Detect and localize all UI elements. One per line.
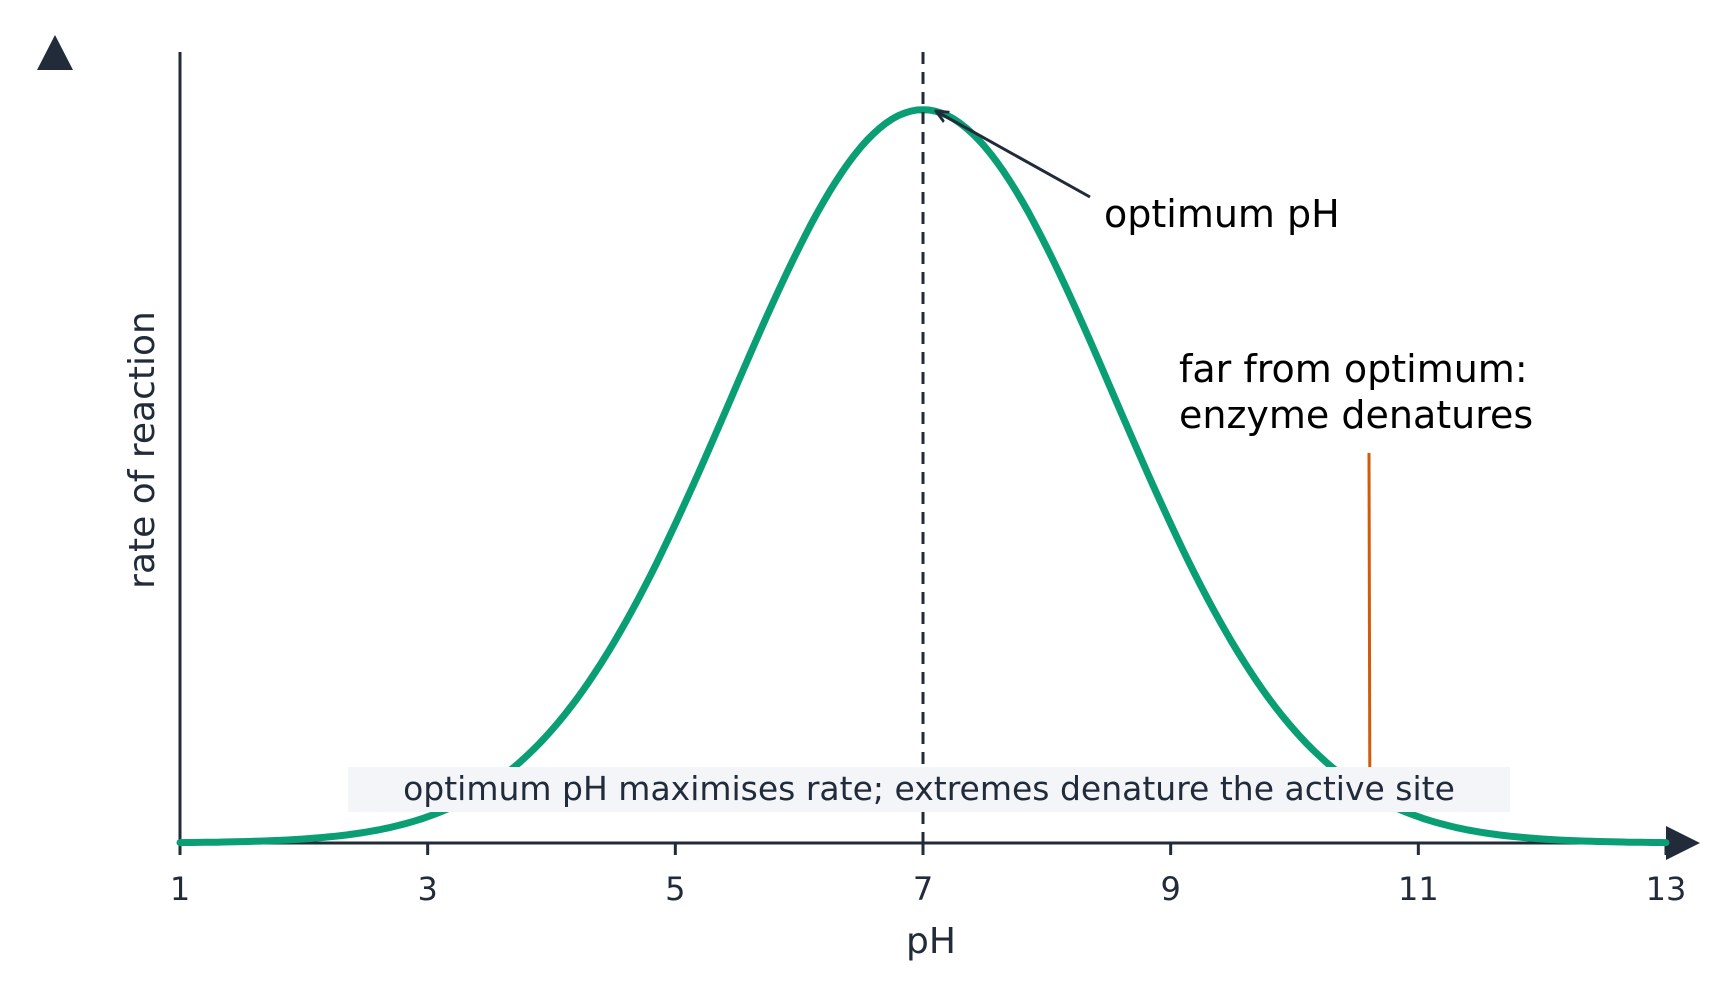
y-axis-arrow-icon bbox=[37, 35, 73, 70]
denature-annotation-line-1: far from optimum: bbox=[1179, 347, 1528, 391]
x-axis-arrow-icon bbox=[1666, 826, 1700, 860]
optimum-annotation: optimum pH bbox=[1104, 192, 1340, 236]
x-ticks: 1 3 5 7 9 11 13 bbox=[170, 843, 1687, 908]
x-tick-label: 9 bbox=[1160, 870, 1180, 908]
optimum-arrow bbox=[937, 112, 1091, 199]
x-tick-label: 5 bbox=[665, 870, 685, 908]
caption: optimum pH maximises rate; extremes dena… bbox=[403, 769, 1455, 808]
x-axis-label: pH bbox=[906, 921, 956, 962]
x-tick-label: 7 bbox=[913, 870, 933, 908]
series-line bbox=[176, 106, 1670, 847]
x-tick-label: 11 bbox=[1398, 870, 1439, 908]
x-tick-label: 3 bbox=[417, 870, 437, 908]
denature-pointer-line bbox=[1367, 452, 1372, 768]
x-tick-label: 1 bbox=[170, 870, 190, 908]
y-axis-label: rate of reaction bbox=[122, 311, 163, 589]
x-tick-label: 13 bbox=[1646, 870, 1687, 908]
denature-annotation-line-2: enzyme denatures bbox=[1179, 393, 1533, 437]
caption-background bbox=[348, 767, 1510, 812]
